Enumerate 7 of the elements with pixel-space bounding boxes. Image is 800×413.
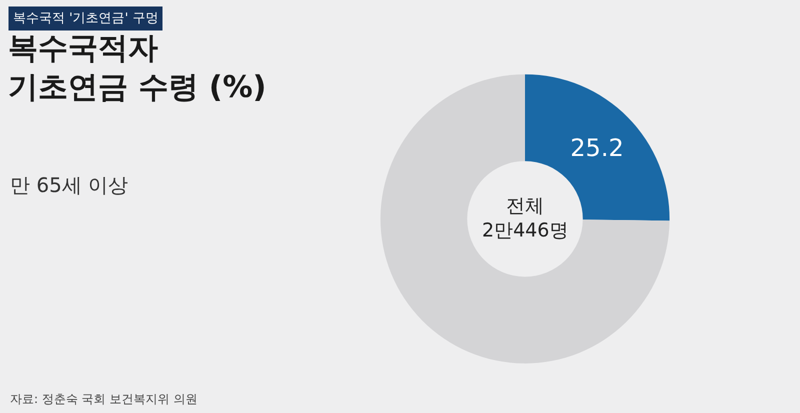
text: 복수국적자 기초연금 수령 (%) <box>8 31 266 105</box>
text: 복수국적 '기초연금' 구멍 <box>13 11 158 26</box>
text: 전체 2만446명 <box>482 195 568 242</box>
donut-slice <box>380 74 670 364</box>
text: 자료: 정춘숙 국회 보건복지위 의원 <box>10 392 198 406</box>
data-label: 25.2 <box>570 134 624 162</box>
text: 만 65세 이상 <box>10 173 128 197</box>
